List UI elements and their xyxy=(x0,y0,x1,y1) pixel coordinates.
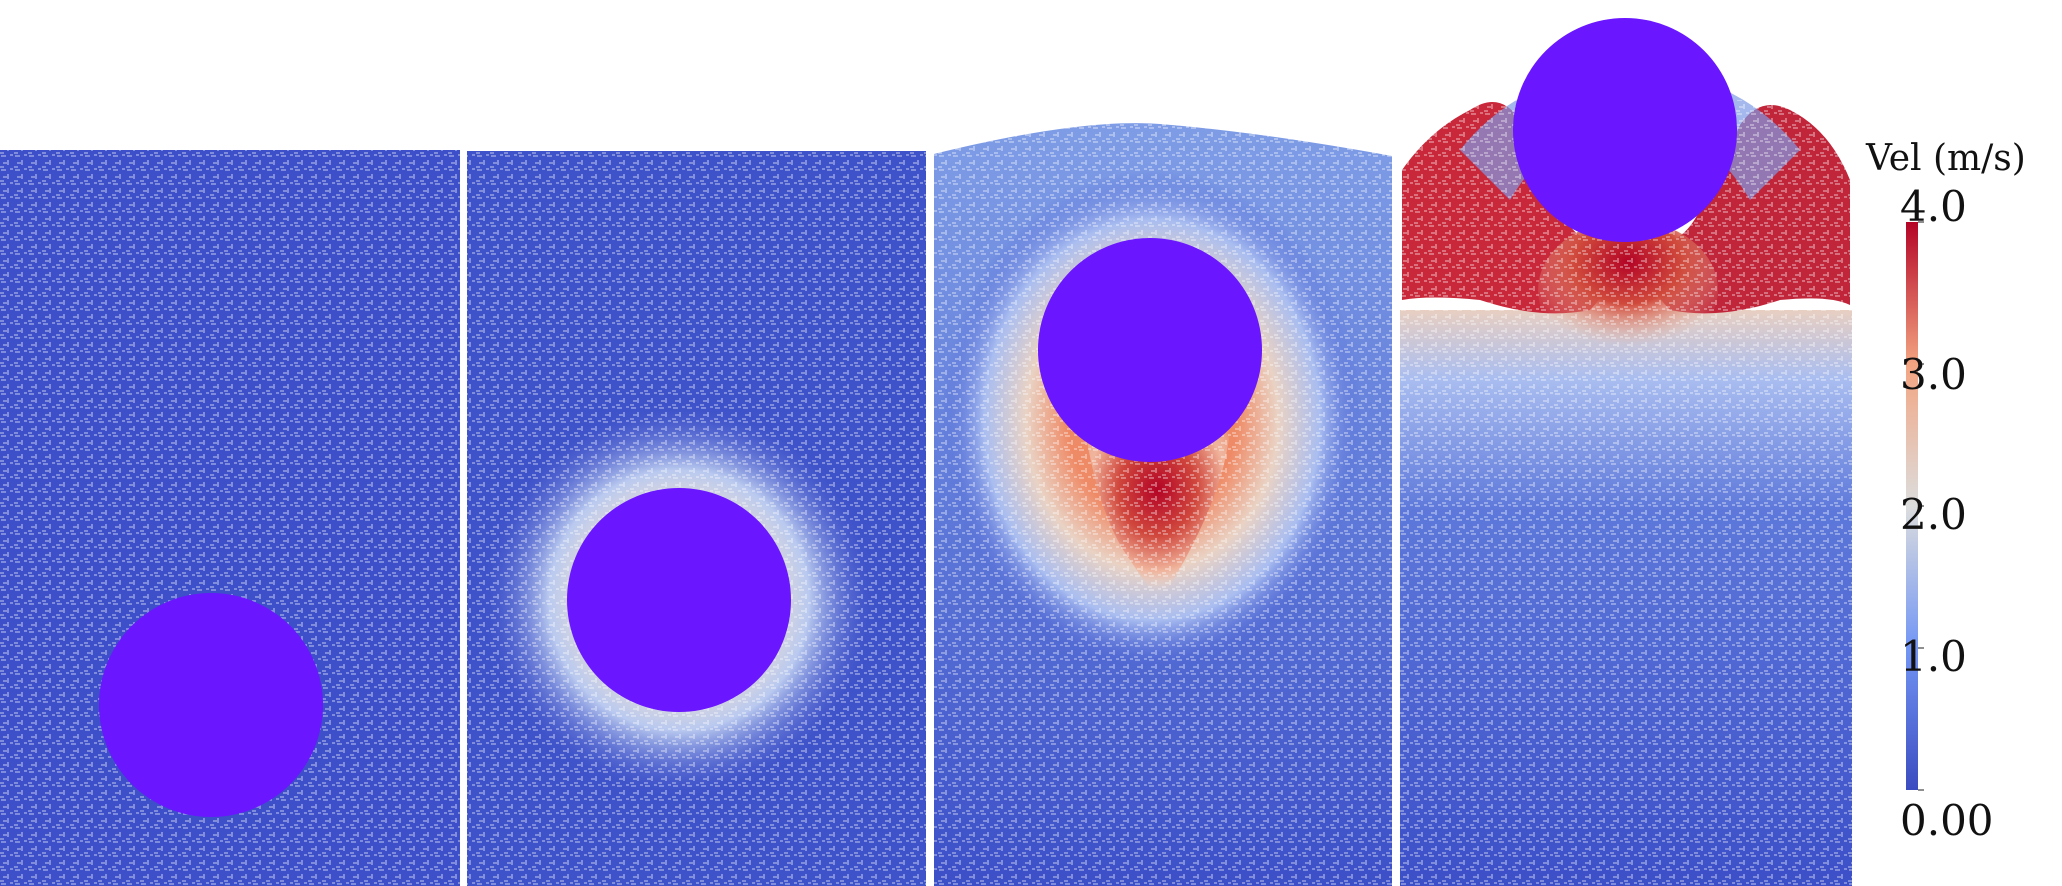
panel-divider xyxy=(460,140,467,886)
colorbar-tick-label: 2.0 xyxy=(1900,490,1967,539)
panel-3 xyxy=(934,123,1392,886)
panel-2-sphere xyxy=(567,488,791,712)
panel-1-sphere xyxy=(99,593,323,817)
panel-divider xyxy=(1392,140,1400,886)
colorbar-tick-label: 1.0 xyxy=(1900,632,1967,681)
colorbar-gradient xyxy=(1906,222,1918,790)
panel-divider xyxy=(927,140,934,886)
panel-4-sphere xyxy=(1513,18,1737,242)
panel-1 xyxy=(0,150,460,886)
colorbar-title: Vel (m/s) xyxy=(1866,138,2026,179)
panel-3-sphere xyxy=(1038,238,1262,462)
colorbar-tick-label: 4.0 xyxy=(1900,182,1967,231)
colorbar-minor-ticks xyxy=(1918,221,1924,791)
panel-4 xyxy=(1400,18,1852,886)
panel-3-grain xyxy=(934,123,1392,886)
colorbar-tick-label: 3.0 xyxy=(1900,350,1967,399)
panel-2 xyxy=(467,151,926,886)
colorbar-tick-label: 0.00 xyxy=(1900,796,1994,845)
